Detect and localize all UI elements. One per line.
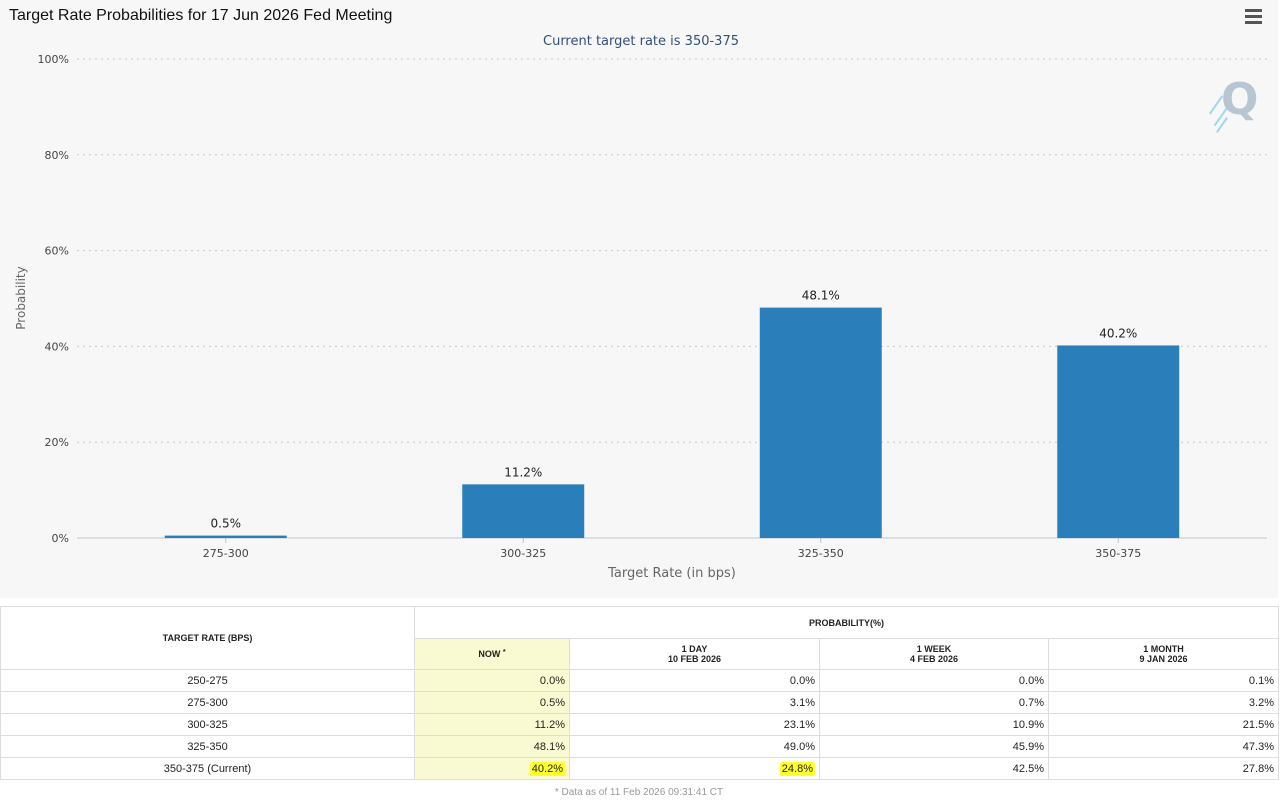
one-day-cell: 0.0% bbox=[569, 669, 820, 692]
x-tick-label: 275-300 bbox=[203, 547, 249, 560]
data-label: 48.1% bbox=[802, 289, 840, 303]
one-week-cell: 10.9% bbox=[819, 713, 1049, 736]
highlighted-value: 40.2% bbox=[529, 761, 565, 776]
one-week-header: 1 WEEK 4 FEB 2026 bbox=[819, 638, 1049, 670]
one-month-header-date: 9 JAN 2026 bbox=[1139, 654, 1188, 664]
one-month-header-label: 1 MONTH bbox=[1143, 644, 1184, 654]
table-row: 300-325 11.2% 23.1% 10.9% 21.5% bbox=[0, 713, 1279, 736]
y-tick-label: 60% bbox=[45, 245, 69, 258]
menu-icon bbox=[1245, 9, 1262, 12]
now-cell: 11.2% bbox=[414, 713, 570, 736]
data-label: 0.5% bbox=[211, 517, 242, 531]
page-title: Target Rate Probabilities for 17 Jun 202… bbox=[9, 7, 393, 24]
probability-table: TARGET RATE (BPS) PROBABILITY(%) NOW * 1… bbox=[0, 606, 1279, 780]
x-tick-label: 350-375 bbox=[1095, 547, 1141, 560]
one-week-header-label: 1 WEEK bbox=[916, 644, 952, 654]
target-rate-header: TARGET RATE (BPS) bbox=[0, 606, 415, 670]
one-day-cell: 23.1% bbox=[569, 713, 820, 736]
table-row: 275-300 0.5% 3.1% 0.7% 3.2% bbox=[0, 691, 1279, 714]
one-day-cell: 49.0% bbox=[569, 735, 820, 758]
highlighted-value: 24.8% bbox=[779, 761, 815, 776]
data-label: 40.2% bbox=[1099, 326, 1137, 340]
menu-icon-bar bbox=[1245, 21, 1262, 24]
y-tick-label: 40% bbox=[45, 340, 69, 353]
bar-275-300[interactable] bbox=[164, 535, 287, 538]
one-week-header-date: 4 FEB 2026 bbox=[909, 654, 959, 664]
one-week-cell: 42.5% bbox=[819, 757, 1049, 780]
one-month-cell: 47.3% bbox=[1048, 735, 1279, 758]
probability-group-header: PROBABILITY(%) bbox=[414, 606, 1279, 639]
rate-cell: 275-300 bbox=[0, 691, 415, 714]
now-header-label: NOW bbox=[478, 649, 501, 659]
rate-cell: 325-350 bbox=[0, 735, 415, 758]
one-week-cell: 0.0% bbox=[819, 669, 1049, 692]
y-tick-label: 80% bbox=[45, 149, 69, 162]
one-day-cell: 3.1% bbox=[569, 691, 820, 714]
now-cell: 40.2% bbox=[414, 757, 570, 780]
bar-300-325[interactable] bbox=[462, 484, 585, 538]
chart-subtitle: Current target rate is 350-375 bbox=[543, 34, 739, 49]
bar-chart: Current target rate is 350-375 0% 20% 40% 6… bbox=[14, 34, 1267, 581]
one-week-cell: 0.7% bbox=[819, 691, 1049, 714]
now-header: NOW * bbox=[414, 638, 570, 670]
table-row: 250-275 0.0% 0.0% 0.0% 0.1% bbox=[0, 669, 1279, 692]
one-day-header-label: 1 DAY bbox=[681, 644, 708, 654]
rate-cell: 250-275 bbox=[0, 669, 415, 692]
now-cell: 48.1% bbox=[414, 735, 570, 758]
y-tick-label: 20% bbox=[45, 436, 69, 449]
quikstrike-logo-icon: Q bbox=[1203, 70, 1263, 136]
y-axis-ticks: 0% 20% 40% 60% 80% 100% bbox=[38, 53, 69, 545]
bars: 0.5% 11.2% 48.1% 40.2% bbox=[164, 289, 1180, 538]
rate-cell: 300-325 bbox=[0, 713, 415, 736]
one-month-cell: 21.5% bbox=[1048, 713, 1279, 736]
one-month-cell: 3.2% bbox=[1048, 691, 1279, 714]
y-tick-label: 0% bbox=[52, 532, 69, 545]
x-tick-label: 300-325 bbox=[500, 547, 546, 560]
data-timestamp-note: * Data as of 11 Feb 2026 09:31:41 CT bbox=[554, 787, 724, 798]
table-row-current: 350-375 (Current) 40.2% 24.8% 42.5% 27.8… bbox=[0, 757, 1279, 780]
now-cell: 0.0% bbox=[414, 669, 570, 692]
y-tick-label: 100% bbox=[38, 53, 69, 66]
one-month-cell: 0.1% bbox=[1048, 669, 1279, 692]
x-tick-label: 325-350 bbox=[798, 547, 844, 560]
now-cell: 0.5% bbox=[414, 691, 570, 714]
chart-menu-button[interactable] bbox=[1244, 9, 1264, 29]
data-label: 11.2% bbox=[504, 465, 542, 479]
one-day-header-date: 10 FEB 2026 bbox=[667, 654, 722, 664]
one-week-cell: 45.9% bbox=[819, 735, 1049, 758]
now-header-marker: * bbox=[502, 649, 506, 656]
x-axis-label: Target Rate (in bps) bbox=[607, 566, 736, 581]
y-axis-label: Probability bbox=[14, 266, 28, 329]
menu-icon-bar bbox=[1245, 15, 1262, 18]
table-row: 325-350 48.1% 49.0% 45.9% 47.3% bbox=[0, 735, 1279, 758]
bar-350-375[interactable] bbox=[1057, 345, 1180, 538]
one-month-header: 1 MONTH 9 JAN 2026 bbox=[1048, 638, 1279, 670]
one-day-cell: 24.8% bbox=[569, 757, 820, 780]
one-month-cell: 27.8% bbox=[1048, 757, 1279, 780]
rate-cell: 350-375 (Current) bbox=[0, 757, 415, 780]
chart-panel: Current target rate is 350-375 0% 20% 40% 6… bbox=[9, 7, 1267, 581]
bar-325-350[interactable] bbox=[759, 307, 882, 538]
one-day-header: 1 DAY 10 FEB 2026 bbox=[569, 638, 820, 670]
x-axis-ticks: 275-300 300-325 325-350 350-375 bbox=[203, 538, 1141, 560]
